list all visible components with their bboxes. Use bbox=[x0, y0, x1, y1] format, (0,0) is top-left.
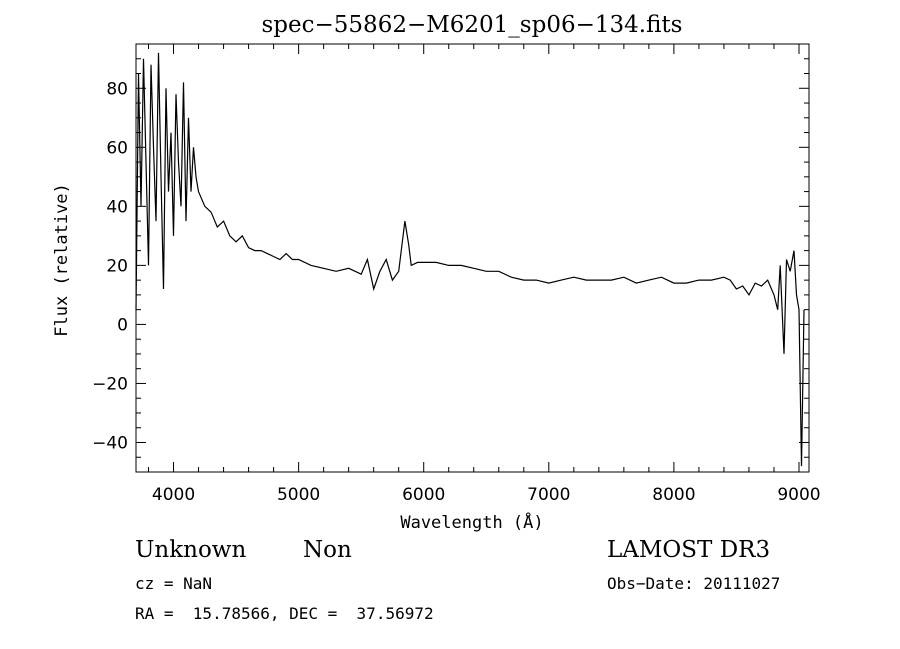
x-tick-label: 6000 bbox=[402, 485, 445, 505]
plot-axes: 4000 5000 6000 7000 8000 9000 −40 −20 0 20 40 60 80 bbox=[92, 43, 821, 505]
x-tick-label: 4000 bbox=[152, 485, 195, 505]
chart-title: spec−55862−M6201_sp06−134.fits bbox=[262, 12, 683, 38]
y-tick-label: 20 bbox=[106, 256, 128, 276]
object-class-label: Unknown bbox=[135, 537, 247, 563]
y-tick-label: 40 bbox=[106, 197, 128, 217]
y-tick-label: 80 bbox=[106, 79, 128, 99]
x-axis-label: Wavelength (Å) bbox=[400, 511, 543, 533]
spectrum-series-line bbox=[135, 52, 805, 467]
x-tick-label: 9000 bbox=[777, 485, 820, 505]
x-tick-label: 7000 bbox=[527, 485, 570, 505]
obs-date-label: Obs−Date: 20111027 bbox=[607, 574, 781, 593]
coordinates-label: RA = 15.78566, DEC = 37.56972 bbox=[135, 604, 434, 623]
y-tick-label: −20 bbox=[92, 374, 128, 394]
x-tick-label: 8000 bbox=[652, 485, 695, 505]
plot-frame bbox=[135, 43, 810, 473]
y-tick-label: −40 bbox=[92, 433, 128, 453]
y-tick-label: 0 bbox=[117, 315, 128, 335]
x-tick-label: 5000 bbox=[277, 485, 320, 505]
y-axis-label: Flux (relative) bbox=[52, 183, 72, 337]
survey-label: LAMOST DR3 bbox=[607, 537, 771, 563]
redshift-label: cz = NaN bbox=[135, 574, 213, 593]
y-tick-label: 60 bbox=[106, 138, 128, 158]
object-subclass-label: Non bbox=[303, 537, 352, 563]
